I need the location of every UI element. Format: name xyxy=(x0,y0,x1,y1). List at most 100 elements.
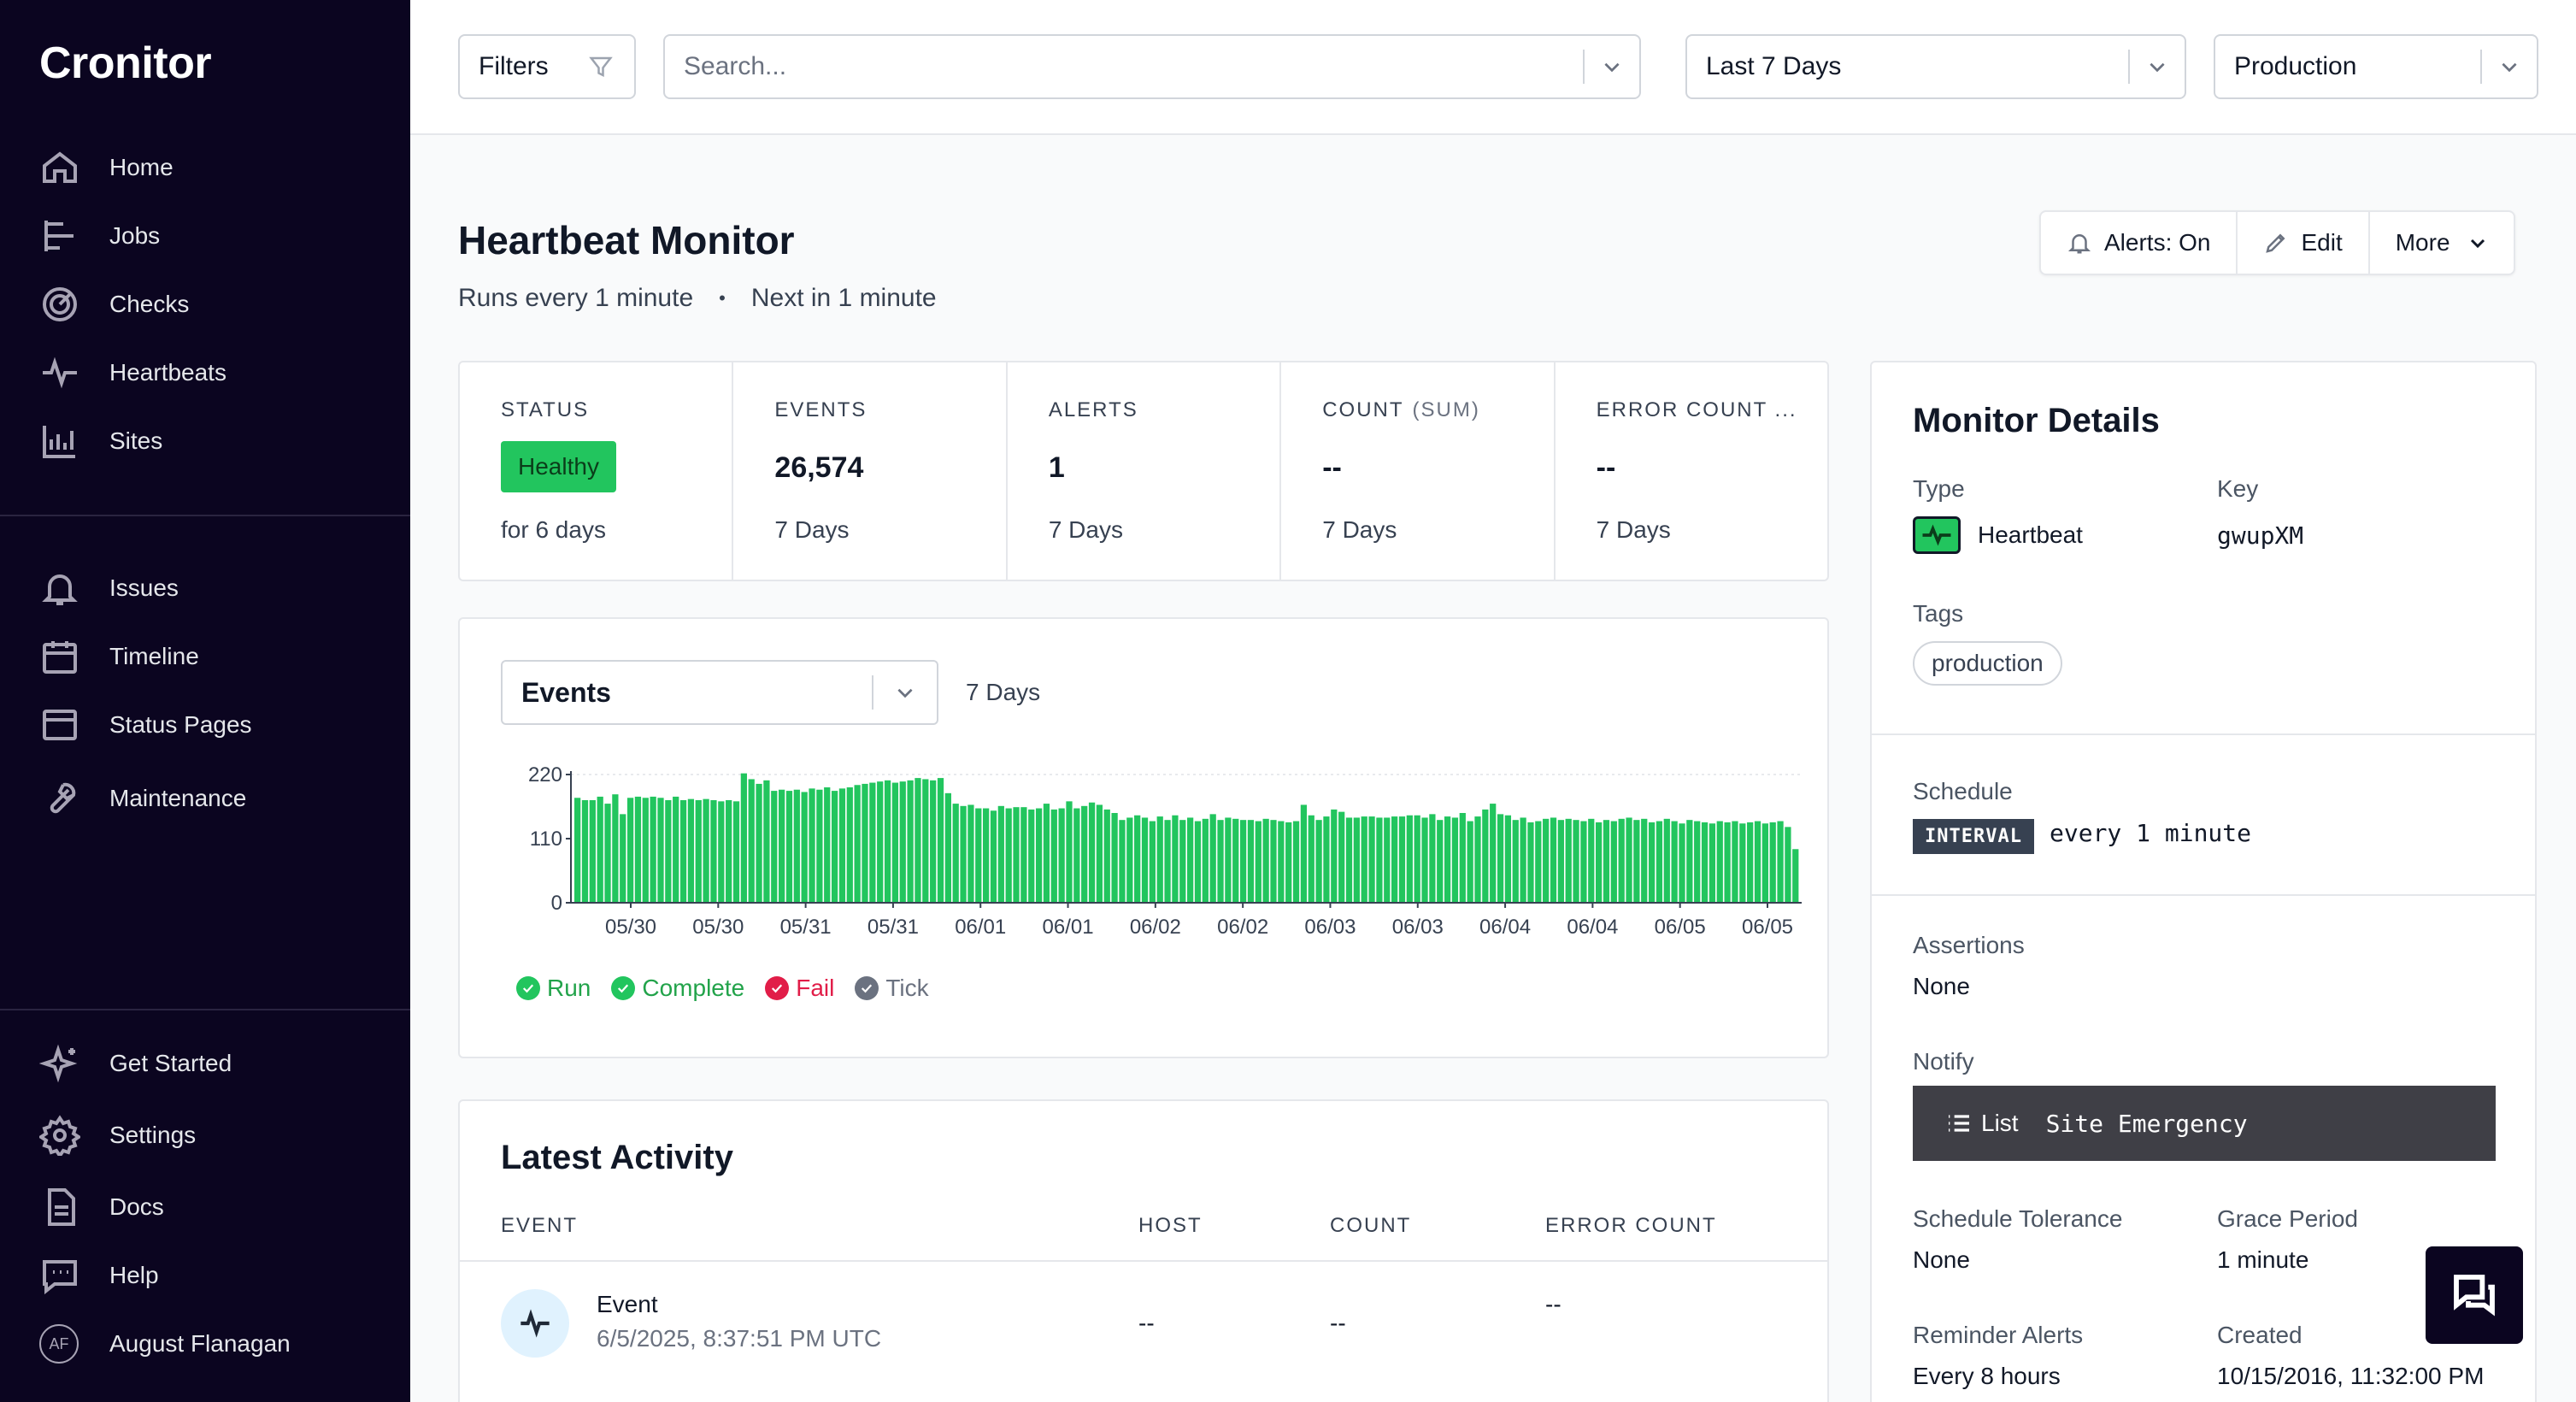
chart-bar[interactable] xyxy=(846,787,853,903)
chart-bar[interactable] xyxy=(748,779,755,903)
chart-bar[interactable] xyxy=(1701,822,1709,903)
chart-bar[interactable] xyxy=(1437,820,1444,903)
search-dropdown[interactable] xyxy=(1585,56,1639,78)
alerts-toggle-button[interactable]: Alerts: On xyxy=(2041,212,2238,274)
nav-issues[interactable]: Issues xyxy=(39,563,179,614)
chart-bar[interactable] xyxy=(732,801,740,903)
chart-bar[interactable] xyxy=(665,800,672,903)
chart-bar[interactable] xyxy=(1278,821,1285,903)
chart-bar[interactable] xyxy=(1490,804,1497,903)
chart-bar[interactable] xyxy=(793,789,800,903)
chart-bar[interactable] xyxy=(1520,817,1526,903)
chart-bar[interactable] xyxy=(687,798,695,903)
chart-bar[interactable] xyxy=(1172,815,1179,903)
chart-bar[interactable] xyxy=(1512,820,1519,903)
chart-bar[interactable] xyxy=(1270,820,1277,903)
notify-list[interactable]: List Site Emergency xyxy=(1913,1086,2496,1161)
chart-bar[interactable] xyxy=(907,780,914,903)
chart-bar[interactable] xyxy=(1088,802,1096,903)
chart-bar[interactable] xyxy=(695,800,702,903)
chart-bar[interactable] xyxy=(1694,821,1701,903)
chart-bar[interactable] xyxy=(1686,820,1693,903)
chart-bar[interactable] xyxy=(1785,827,1791,903)
chart-bar[interactable] xyxy=(930,780,937,903)
chart-bar[interactable] xyxy=(1724,822,1731,903)
chart-bar[interactable] xyxy=(1527,822,1534,903)
chart-bar[interactable] xyxy=(990,810,997,903)
chart-bar[interactable] xyxy=(1345,817,1353,903)
chart-bar[interactable] xyxy=(1732,821,1738,903)
chart-bar[interactable] xyxy=(1156,816,1163,903)
chart-bar[interactable] xyxy=(1119,820,1126,903)
nav-home[interactable]: Home xyxy=(39,142,173,193)
chart-bar[interactable] xyxy=(589,800,596,903)
chart-bar[interactable] xyxy=(1081,805,1088,903)
nav-get-started[interactable]: Get Started xyxy=(39,1038,232,1089)
chart-bar[interactable] xyxy=(1406,815,1413,903)
chart-bar[interactable] xyxy=(740,773,747,903)
chart-bar[interactable] xyxy=(1232,818,1239,903)
chart-bar[interactable] xyxy=(952,804,959,903)
chart-bar[interactable] xyxy=(597,796,603,903)
chart-bar[interactable] xyxy=(899,781,906,903)
nav-checks[interactable]: Checks xyxy=(39,279,189,330)
chart-bar[interactable] xyxy=(1247,820,1255,903)
chart-bar[interactable] xyxy=(1754,821,1761,903)
chart-bar[interactable] xyxy=(915,778,921,903)
chart-bar[interactable] xyxy=(626,798,634,903)
chart-bar[interactable] xyxy=(1459,813,1466,903)
chart-bar[interactable] xyxy=(1126,817,1133,903)
legend-item-fail[interactable]: Fail xyxy=(765,975,834,1002)
chart-bar[interactable] xyxy=(1421,817,1428,903)
legend-item-tick[interactable]: Tick xyxy=(855,975,929,1002)
chart-bar[interactable] xyxy=(1610,821,1617,903)
chart-bar[interactable] xyxy=(1096,804,1103,903)
chart-bar[interactable] xyxy=(1467,821,1473,903)
chart-bar[interactable] xyxy=(884,780,891,903)
nav-maintenance[interactable]: Maintenance xyxy=(39,773,246,824)
chart-bar[interactable] xyxy=(1414,815,1420,903)
support-chat-button[interactable] xyxy=(2426,1246,2523,1344)
time-range-select[interactable]: Last 7 Days xyxy=(1685,34,2186,99)
chart-bar[interactable] xyxy=(642,798,649,903)
filters-button[interactable]: Filters xyxy=(458,34,636,99)
chart-bar[interactable] xyxy=(960,805,967,903)
chart-bar[interactable] xyxy=(612,794,619,903)
chart-bar[interactable] xyxy=(891,782,899,903)
tag-chip[interactable]: production xyxy=(1913,641,2062,686)
chart-bar[interactable] xyxy=(1648,822,1656,903)
chart-bar[interactable] xyxy=(574,798,581,903)
chart-bar[interactable] xyxy=(816,789,823,903)
chart-bar[interactable] xyxy=(1255,821,1262,903)
nav-heartbeats[interactable]: Heartbeats xyxy=(39,347,226,398)
chart-bar[interactable] xyxy=(1058,808,1065,903)
chart-bar[interactable] xyxy=(1543,818,1550,903)
chart-bar[interactable] xyxy=(1368,816,1375,903)
chart-bar[interactable] xyxy=(1535,821,1542,903)
chart-bar[interactable] xyxy=(1550,817,1557,903)
chart-bar[interactable] xyxy=(1709,823,1716,903)
chart-bar[interactable] xyxy=(824,787,831,903)
chart-bar[interactable] xyxy=(756,783,762,903)
chart-bar[interactable] xyxy=(1444,816,1451,903)
chart-bar[interactable] xyxy=(785,791,793,903)
chart-bar[interactable] xyxy=(726,800,732,903)
chart-bar[interactable] xyxy=(679,800,687,903)
chart-bar[interactable] xyxy=(1217,820,1224,903)
chart-bar[interactable] xyxy=(1323,816,1330,903)
chart-bar[interactable] xyxy=(1292,821,1300,903)
chart-bar[interactable] xyxy=(657,798,664,903)
chart-bar[interactable] xyxy=(1777,821,1784,903)
chart-bar[interactable] xyxy=(1209,814,1216,903)
chart-bar[interactable] xyxy=(801,792,808,903)
events-bar-chart[interactable]: 220 110 0 05/30 05/30 05/31 05/31 06/01 06/01 06/… xyxy=(494,756,1810,961)
chart-bar[interactable] xyxy=(831,791,838,903)
chart-bar[interactable] xyxy=(1202,818,1209,903)
chart-bar[interactable] xyxy=(877,781,884,903)
nav-help[interactable]: Help xyxy=(39,1250,159,1301)
chart-bar[interactable] xyxy=(1353,817,1360,903)
nav-sites[interactable]: Sites xyxy=(39,415,162,467)
chart-bar[interactable] xyxy=(1656,821,1663,903)
chart-bar[interactable] xyxy=(975,808,982,903)
chart-bar[interactable] xyxy=(1225,817,1232,903)
